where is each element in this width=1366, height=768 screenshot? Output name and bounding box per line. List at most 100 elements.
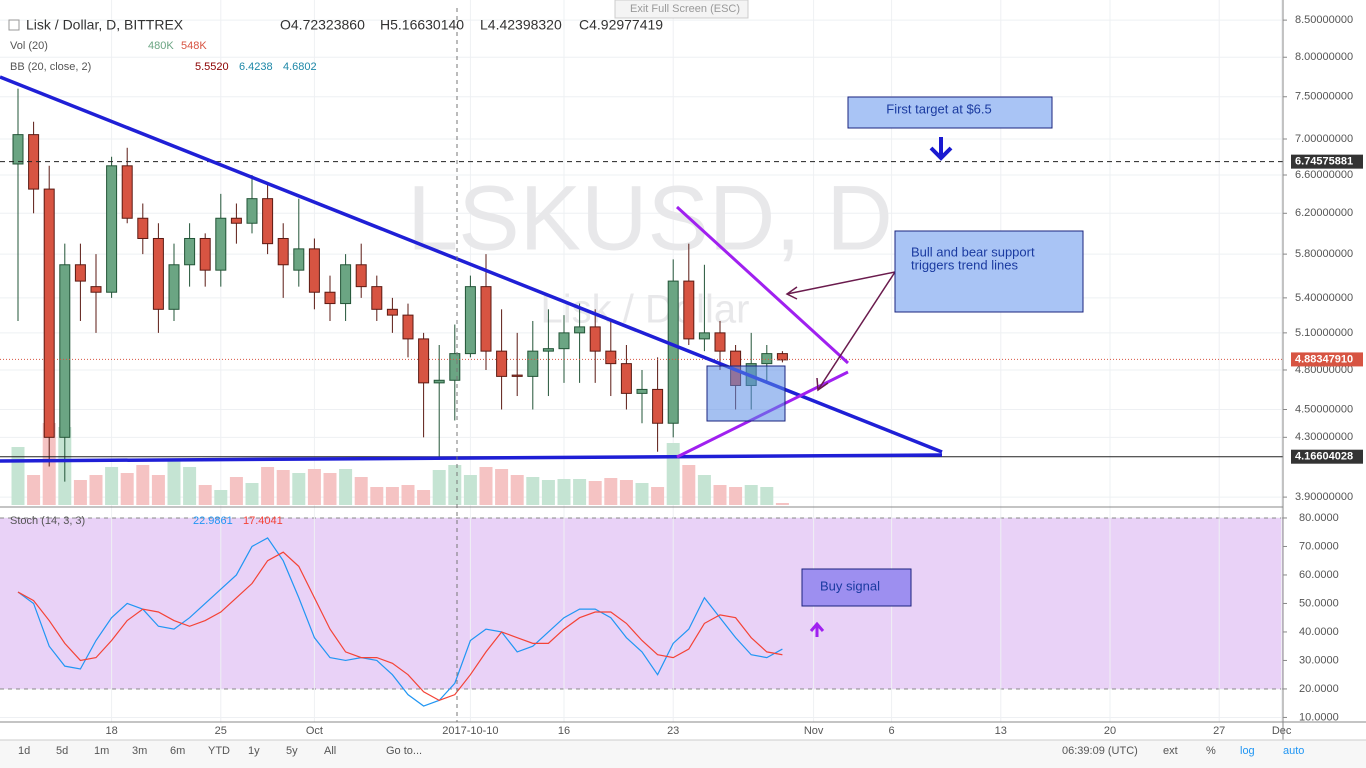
x-tick-label: 13 bbox=[995, 725, 1007, 737]
candle-body bbox=[262, 198, 274, 245]
candle-body bbox=[371, 286, 383, 310]
option-button[interactable]: % bbox=[1206, 745, 1216, 757]
study-name: Vol (20) bbox=[10, 40, 48, 52]
range-button[interactable]: 5y bbox=[286, 745, 298, 757]
volume-bar bbox=[89, 475, 103, 505]
volume-bar bbox=[463, 475, 477, 505]
candle-body bbox=[168, 264, 180, 310]
volume-bar bbox=[604, 478, 618, 505]
exit-fullscreen[interactable] bbox=[614, 0, 749, 19]
candle-body bbox=[433, 379, 445, 384]
option-button[interactable]: auto bbox=[1283, 745, 1304, 757]
y-tick-label: 70.0000 bbox=[1299, 540, 1339, 552]
volume-bar bbox=[11, 447, 25, 505]
volume-bar bbox=[495, 469, 509, 505]
volume-bar bbox=[73, 480, 87, 505]
y-tick-label: 6.20000000 bbox=[1295, 207, 1353, 219]
x-tick-label: 16 bbox=[558, 725, 570, 737]
range-button[interactable]: All bbox=[324, 745, 336, 757]
candle-body bbox=[12, 134, 24, 165]
volume-bar bbox=[105, 467, 119, 505]
volume-bar bbox=[307, 469, 321, 505]
level-label-bg bbox=[1291, 154, 1363, 169]
candle-body bbox=[386, 308, 398, 316]
annotation-box bbox=[801, 568, 912, 607]
annotation-box bbox=[847, 96, 1053, 129]
candle-body bbox=[246, 198, 258, 224]
y-tick-label: 8.50000000 bbox=[1295, 14, 1353, 26]
candle-body bbox=[496, 350, 508, 377]
volume-bar bbox=[432, 470, 446, 505]
candle-body bbox=[418, 338, 430, 384]
range-button[interactable]: 3m bbox=[132, 745, 147, 757]
candle-body bbox=[230, 217, 242, 224]
candle-body bbox=[90, 286, 102, 293]
volume-bar bbox=[120, 473, 134, 505]
y-tick-label: 8.00000000 bbox=[1295, 51, 1353, 63]
exit-fullscreen-label: Exit Full Screen (ESC) bbox=[630, 3, 740, 15]
collapse-icon[interactable] bbox=[8, 19, 20, 31]
candle-body bbox=[652, 388, 664, 424]
ohlc-high: H5.16630140 bbox=[380, 17, 464, 33]
x-tick-label: Nov bbox=[804, 725, 824, 737]
y-tick-label: 4.50000000 bbox=[1295, 403, 1353, 415]
candle-body bbox=[308, 248, 320, 293]
study-value: 17.4041 bbox=[243, 515, 283, 527]
volume-bar bbox=[729, 487, 743, 505]
range-button[interactable]: YTD bbox=[208, 745, 230, 757]
volume-bar bbox=[588, 481, 602, 505]
candle-body bbox=[776, 353, 788, 361]
study-value: 4.6802 bbox=[283, 61, 317, 73]
volume-bar bbox=[167, 460, 181, 505]
range-button[interactable]: 1d bbox=[18, 745, 30, 757]
range-button[interactable]: 6m bbox=[170, 745, 185, 757]
x-tick-label: 20 bbox=[1104, 725, 1116, 737]
x-tick-label: Oct bbox=[306, 725, 323, 737]
volume-bar bbox=[214, 490, 228, 505]
stoch-band bbox=[0, 517, 1283, 689]
y-tick-label: 7.50000000 bbox=[1295, 91, 1353, 103]
study-value: 22.9861 bbox=[193, 515, 233, 527]
range-button[interactable]: 5d bbox=[56, 745, 68, 757]
volume-bar bbox=[744, 485, 758, 505]
candle-body bbox=[589, 326, 601, 352]
candle-body bbox=[714, 332, 726, 352]
candle-body bbox=[558, 332, 570, 350]
candle-body bbox=[449, 353, 461, 381]
toolbar bbox=[0, 740, 1366, 768]
candle-body bbox=[74, 264, 86, 282]
x-tick-label: 2017-10-10 bbox=[442, 725, 498, 737]
candle-body bbox=[355, 264, 367, 288]
range-button[interactable]: 1m bbox=[94, 745, 109, 757]
level-label: 4.16604028 bbox=[1295, 451, 1353, 463]
option-button[interactable]: ext bbox=[1163, 745, 1178, 757]
annotation: Buy signal bbox=[820, 578, 880, 593]
last-price-bg bbox=[1291, 352, 1363, 367]
option-button[interactable]: log bbox=[1240, 745, 1255, 757]
y-tick-label: 4.80000000 bbox=[1295, 364, 1353, 376]
candle-body bbox=[667, 280, 679, 424]
volume-bar bbox=[292, 473, 306, 505]
candle-body bbox=[137, 217, 149, 239]
volume-bar bbox=[198, 485, 212, 505]
candle-body bbox=[121, 165, 133, 219]
candle-body bbox=[184, 237, 196, 266]
candle-body bbox=[293, 248, 305, 271]
volume-bar bbox=[27, 475, 41, 505]
candle-body bbox=[106, 165, 118, 293]
volume-bar bbox=[775, 503, 789, 505]
y-tick-label: 20.0000 bbox=[1299, 683, 1339, 695]
volume-bar bbox=[526, 477, 540, 505]
support-line bbox=[0, 453, 943, 463]
arrow bbox=[817, 271, 896, 391]
range-button[interactable]: 1y bbox=[248, 745, 260, 757]
candle-body bbox=[402, 314, 414, 340]
x-tick-label: 27 bbox=[1213, 725, 1225, 737]
x-tick-label: 25 bbox=[215, 725, 227, 737]
goto-button[interactable]: Go to... bbox=[386, 745, 422, 757]
volume-bar bbox=[245, 483, 259, 505]
volume-bar bbox=[697, 475, 711, 505]
volume-bar bbox=[354, 477, 368, 505]
volume-bar bbox=[229, 477, 243, 505]
